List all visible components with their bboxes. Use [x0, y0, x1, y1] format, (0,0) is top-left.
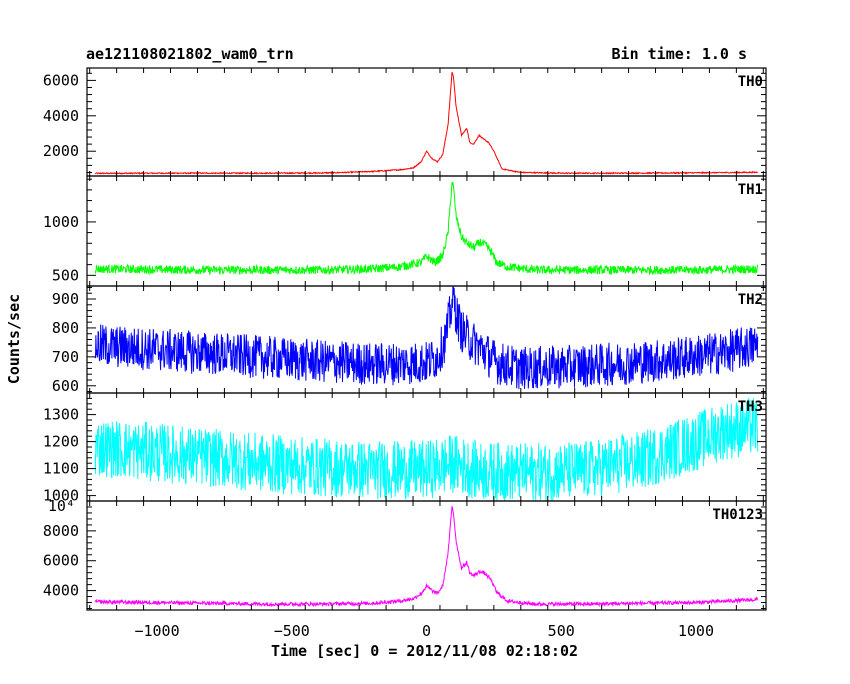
series-th0123	[94, 506, 759, 608]
panel-label-th2: TH2	[738, 292, 763, 308]
y-tick-label-th0123: 4000	[43, 582, 79, 600]
y-tick-label-th0123: 6000	[43, 552, 79, 570]
series-th2	[94, 286, 759, 390]
x-axis-label: Time [sec] 0 = 2012/11/08 02:18:02	[271, 642, 578, 660]
x-tick-label: −500	[274, 622, 310, 640]
x-tick-label: 500	[548, 622, 575, 640]
y-tick-label-th0: 4000	[43, 107, 79, 125]
y-axis-label: Counts/sec	[5, 294, 23, 384]
panel-frame-th0123	[86, 500, 767, 611]
series-th0	[94, 71, 758, 175]
series-th1	[94, 181, 759, 276]
y-tick-label-th2: 900	[52, 290, 79, 308]
y-tick-label-th1: 1000	[43, 213, 79, 231]
y-tick-label-th0: 6000	[43, 71, 79, 89]
y-tick-label-th3: 1100	[43, 460, 79, 478]
x-tick-label: 0	[422, 622, 431, 640]
y-tick-label-th3: 1200	[43, 433, 79, 451]
y-tick-label-th2: 800	[52, 319, 79, 337]
y-tick-label-th0: 2000	[43, 142, 79, 160]
panel-label-th0: TH0	[738, 74, 763, 90]
panel-label-th3: TH3	[738, 399, 763, 415]
x-tick-label: 1000	[678, 622, 714, 640]
y-tick-label-th2: 600	[52, 377, 79, 395]
panel-label-th0123: TH0123	[712, 507, 763, 523]
y-tick-label-th3: 1300	[43, 406, 79, 424]
panel-label-th1: TH1	[738, 182, 763, 198]
x-tick-label: −1000	[134, 622, 179, 640]
chart-title: ae121108021802_wam0_trn	[86, 45, 294, 63]
y-tick-label-th1: 500	[52, 266, 79, 284]
y-tick-label-th2: 700	[52, 348, 79, 366]
bin-time-label: Bin time: 1.0 s	[611, 45, 747, 63]
y-top-label-th0123: 10⁴	[48, 497, 75, 515]
y-tick-label-th0123: 8000	[43, 522, 79, 540]
panel-frame-th0	[86, 67, 767, 177]
series-th3	[94, 397, 759, 501]
y-tick-label-th3: 1000	[43, 487, 79, 505]
